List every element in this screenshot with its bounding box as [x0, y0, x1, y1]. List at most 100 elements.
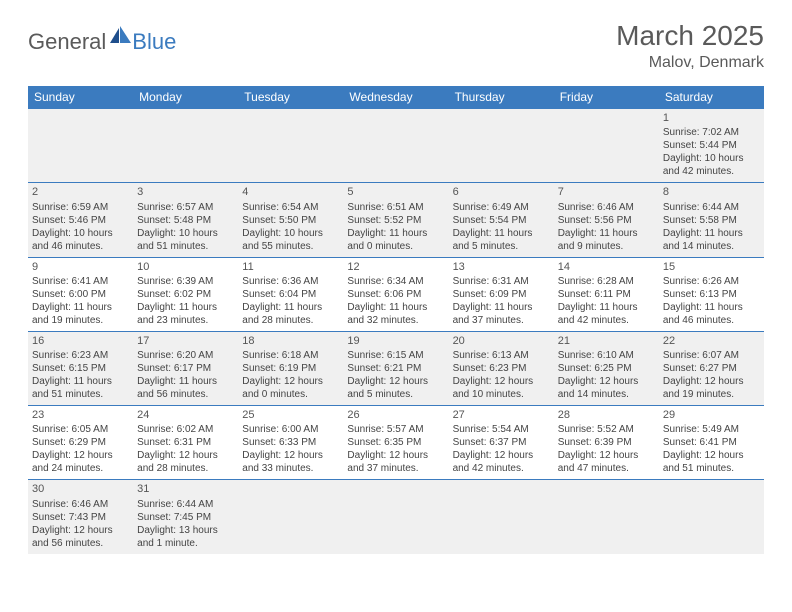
day-text: Daylight: 11 hours	[32, 375, 129, 388]
weekday-header: Thursday	[449, 86, 554, 109]
day-text: Sunrise: 6:13 AM	[453, 349, 550, 362]
weekday-header: Saturday	[659, 86, 764, 109]
calendar-body: 1Sunrise: 7:02 AMSunset: 5:44 PMDaylight…	[28, 109, 764, 554]
day-text: Daylight: 11 hours	[663, 301, 760, 314]
day-text: and 14 minutes.	[663, 240, 760, 253]
day-text: and 51 minutes.	[663, 462, 760, 475]
day-cell: 8Sunrise: 6:44 AMSunset: 5:58 PMDaylight…	[659, 183, 764, 257]
day-number: 6	[453, 185, 550, 199]
day-cell: 30Sunrise: 6:46 AMSunset: 7:43 PMDayligh…	[28, 480, 133, 554]
day-text: Daylight: 12 hours	[663, 449, 760, 462]
day-cell	[238, 109, 343, 183]
day-number: 18	[242, 334, 339, 348]
day-text: Daylight: 11 hours	[453, 301, 550, 314]
calendar-table: Sunday Monday Tuesday Wednesday Thursday…	[28, 86, 764, 554]
day-number: 13	[453, 260, 550, 274]
day-cell: 14Sunrise: 6:28 AMSunset: 6:11 PMDayligh…	[554, 257, 659, 331]
week-row: 9Sunrise: 6:41 AMSunset: 6:00 PMDaylight…	[28, 257, 764, 331]
day-cell: 3Sunrise: 6:57 AMSunset: 5:48 PMDaylight…	[133, 183, 238, 257]
day-text: Daylight: 11 hours	[32, 301, 129, 314]
day-cell	[343, 480, 448, 554]
day-text: and 37 minutes.	[347, 462, 444, 475]
day-text: and 42 minutes.	[663, 165, 760, 178]
day-cell: 16Sunrise: 6:23 AMSunset: 6:15 PMDayligh…	[28, 331, 133, 405]
week-row: 1Sunrise: 7:02 AMSunset: 5:44 PMDaylight…	[28, 109, 764, 183]
day-text: and 42 minutes.	[453, 462, 550, 475]
day-text: Sunset: 6:19 PM	[242, 362, 339, 375]
day-text: Sunrise: 5:54 AM	[453, 423, 550, 436]
day-number: 7	[558, 185, 655, 199]
week-row: 30Sunrise: 6:46 AMSunset: 7:43 PMDayligh…	[28, 480, 764, 554]
day-cell	[343, 109, 448, 183]
day-text: and 23 minutes.	[137, 314, 234, 327]
day-text: Sunset: 6:29 PM	[32, 436, 129, 449]
day-text: and 33 minutes.	[242, 462, 339, 475]
day-text: and 0 minutes.	[242, 388, 339, 401]
month-title: March 2025	[616, 20, 764, 52]
day-text: Daylight: 12 hours	[663, 375, 760, 388]
day-text: Sunset: 6:37 PM	[453, 436, 550, 449]
day-number: 3	[137, 185, 234, 199]
day-cell: 4Sunrise: 6:54 AMSunset: 5:50 PMDaylight…	[238, 183, 343, 257]
day-text: and 19 minutes.	[663, 388, 760, 401]
day-text: and 56 minutes.	[32, 537, 129, 550]
weekday-header: Friday	[554, 86, 659, 109]
day-text: Sunset: 6:39 PM	[558, 436, 655, 449]
day-text: Sunset: 6:31 PM	[137, 436, 234, 449]
calendar-page: General Blue March 2025 Malov, Denmark S…	[0, 0, 792, 574]
day-number: 24	[137, 408, 234, 422]
location: Malov, Denmark	[616, 54, 764, 72]
day-text: Sunset: 6:27 PM	[663, 362, 760, 375]
day-text: Sunset: 5:46 PM	[32, 214, 129, 227]
day-text: Daylight: 12 hours	[32, 449, 129, 462]
day-number: 14	[558, 260, 655, 274]
weekday-header-row: Sunday Monday Tuesday Wednesday Thursday…	[28, 86, 764, 109]
day-text: Sunset: 5:56 PM	[558, 214, 655, 227]
day-text: and 51 minutes.	[137, 240, 234, 253]
day-text: Sunrise: 6:36 AM	[242, 275, 339, 288]
logo: General Blue	[28, 26, 176, 57]
day-text: Sunset: 6:17 PM	[137, 362, 234, 375]
day-text: Sunset: 5:48 PM	[137, 214, 234, 227]
day-text: Sunrise: 6:46 AM	[32, 498, 129, 511]
day-text: Sunset: 6:33 PM	[242, 436, 339, 449]
day-text: and 1 minute.	[137, 537, 234, 550]
day-cell	[659, 480, 764, 554]
day-text: Sunrise: 5:52 AM	[558, 423, 655, 436]
day-number: 8	[663, 185, 760, 199]
day-number: 11	[242, 260, 339, 274]
day-text: Daylight: 11 hours	[347, 227, 444, 240]
day-number: 19	[347, 334, 444, 348]
day-cell	[449, 480, 554, 554]
day-number: 23	[32, 408, 129, 422]
day-text: Daylight: 11 hours	[453, 227, 550, 240]
day-text: and 10 minutes.	[453, 388, 550, 401]
sail-icon	[110, 26, 132, 49]
day-text: Sunrise: 6:34 AM	[347, 275, 444, 288]
day-text: and 19 minutes.	[32, 314, 129, 327]
day-text: Sunrise: 6:31 AM	[453, 275, 550, 288]
day-number: 17	[137, 334, 234, 348]
day-text: and 9 minutes.	[558, 240, 655, 253]
day-text: Daylight: 11 hours	[347, 301, 444, 314]
day-number: 26	[347, 408, 444, 422]
day-cell: 6Sunrise: 6:49 AMSunset: 5:54 PMDaylight…	[449, 183, 554, 257]
day-text: Daylight: 12 hours	[137, 449, 234, 462]
day-cell	[133, 109, 238, 183]
day-cell: 9Sunrise: 6:41 AMSunset: 6:00 PMDaylight…	[28, 257, 133, 331]
day-text: Sunrise: 6:28 AM	[558, 275, 655, 288]
day-number: 4	[242, 185, 339, 199]
day-text: Sunrise: 6:15 AM	[347, 349, 444, 362]
header: General Blue March 2025 Malov, Denmark	[28, 20, 764, 72]
day-cell: 23Sunrise: 6:05 AMSunset: 6:29 PMDayligh…	[28, 406, 133, 480]
day-number: 20	[453, 334, 550, 348]
day-cell: 13Sunrise: 6:31 AMSunset: 6:09 PMDayligh…	[449, 257, 554, 331]
week-row: 23Sunrise: 6:05 AMSunset: 6:29 PMDayligh…	[28, 406, 764, 480]
day-text: Sunset: 6:23 PM	[453, 362, 550, 375]
day-text: Sunset: 6:13 PM	[663, 288, 760, 301]
day-text: Sunset: 5:54 PM	[453, 214, 550, 227]
day-number: 22	[663, 334, 760, 348]
day-cell: 17Sunrise: 6:20 AMSunset: 6:17 PMDayligh…	[133, 331, 238, 405]
day-number: 30	[32, 482, 129, 496]
day-cell	[554, 480, 659, 554]
